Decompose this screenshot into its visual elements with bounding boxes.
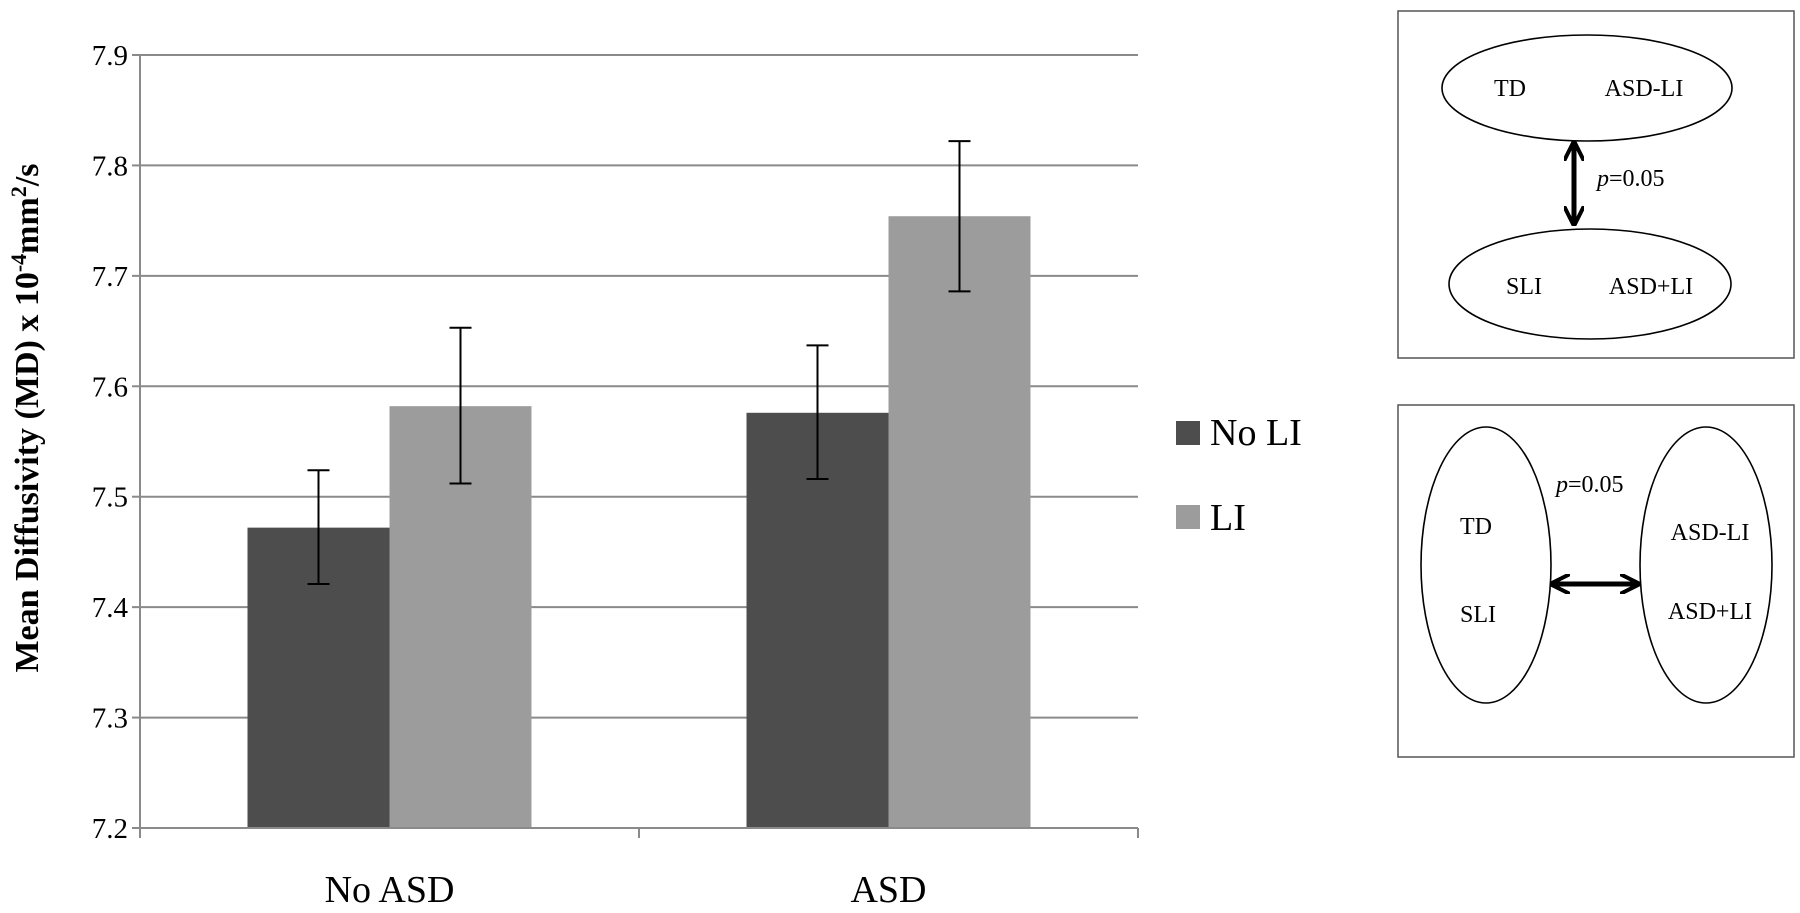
y-tick-label: 7.6 [92, 371, 128, 403]
y-tick-label: 7.3 [92, 703, 128, 735]
y-tick-label: 7.7 [92, 261, 128, 293]
bars [247, 216, 1031, 828]
y-tick-label: 7.2 [92, 813, 128, 845]
diagram-bottom-p-value: p=0.05 [1554, 472, 1624, 498]
y-tick-label: 7.8 [92, 150, 128, 182]
diagram-bottom-right-ellipse [1639, 426, 1773, 704]
diagram-top-label-asd-li: ASD-LI [1605, 76, 1684, 102]
diagram-bottom-label-td: TD [1460, 514, 1492, 540]
diagram-top-upper-ellipse [1441, 34, 1733, 142]
legend-swatch-li [1176, 505, 1200, 529]
y-tick-label: 7.9 [92, 40, 128, 72]
bar [746, 412, 889, 828]
x-category-label: ASD [850, 869, 926, 908]
y-tick-labels: 7.2 7.3 7.4 7.5 7.6 7.7 7.8 7.9 [92, 40, 129, 845]
diagram-bottom-label-asd-plus-li: ASD+LI [1668, 599, 1752, 625]
x-category-label: No ASD [325, 869, 455, 908]
diagram-top-p-value: p=0.05 [1595, 166, 1665, 192]
legend-label-li: LI [1210, 497, 1246, 539]
axes [132, 54, 1139, 838]
x-category-labels: No ASD ASD [325, 869, 927, 911]
diagram-bottom-left-ellipse [1420, 426, 1552, 704]
legend-swatch-no-li [1176, 421, 1200, 445]
legend-label-no-li: No LI [1210, 412, 1302, 454]
diagram-top-label-sli: SLI [1506, 274, 1542, 300]
diagram-bottom-label-sli: SLI [1460, 602, 1496, 628]
legend: No LI LI [1176, 412, 1302, 539]
y-axis-label: Mean Diffusivity (MD) x 10-4mm2/s [6, 163, 46, 672]
diagram-top-label-asd-plus-li: ASD+LI [1609, 274, 1693, 300]
y-tick-label: 7.5 [92, 482, 128, 514]
diagram-top-lower-ellipse [1448, 228, 1732, 340]
diagram-top: TD ASD-LI p=0.05 SLI ASD+LI [1397, 10, 1795, 359]
diagram-bottom-label-asd-li: ASD-LI [1671, 520, 1750, 546]
diagram-top-frame [1397, 10, 1795, 359]
diagram-bottom: TD SLI p=0.05 ASD-LI ASD+LI [1397, 404, 1795, 758]
error-bars [307, 140, 971, 585]
bar [888, 216, 1031, 828]
y-tick-label: 7.4 [92, 592, 129, 624]
diagram-bottom-frame [1397, 404, 1795, 758]
diagram-top-label-td: TD [1494, 76, 1526, 102]
